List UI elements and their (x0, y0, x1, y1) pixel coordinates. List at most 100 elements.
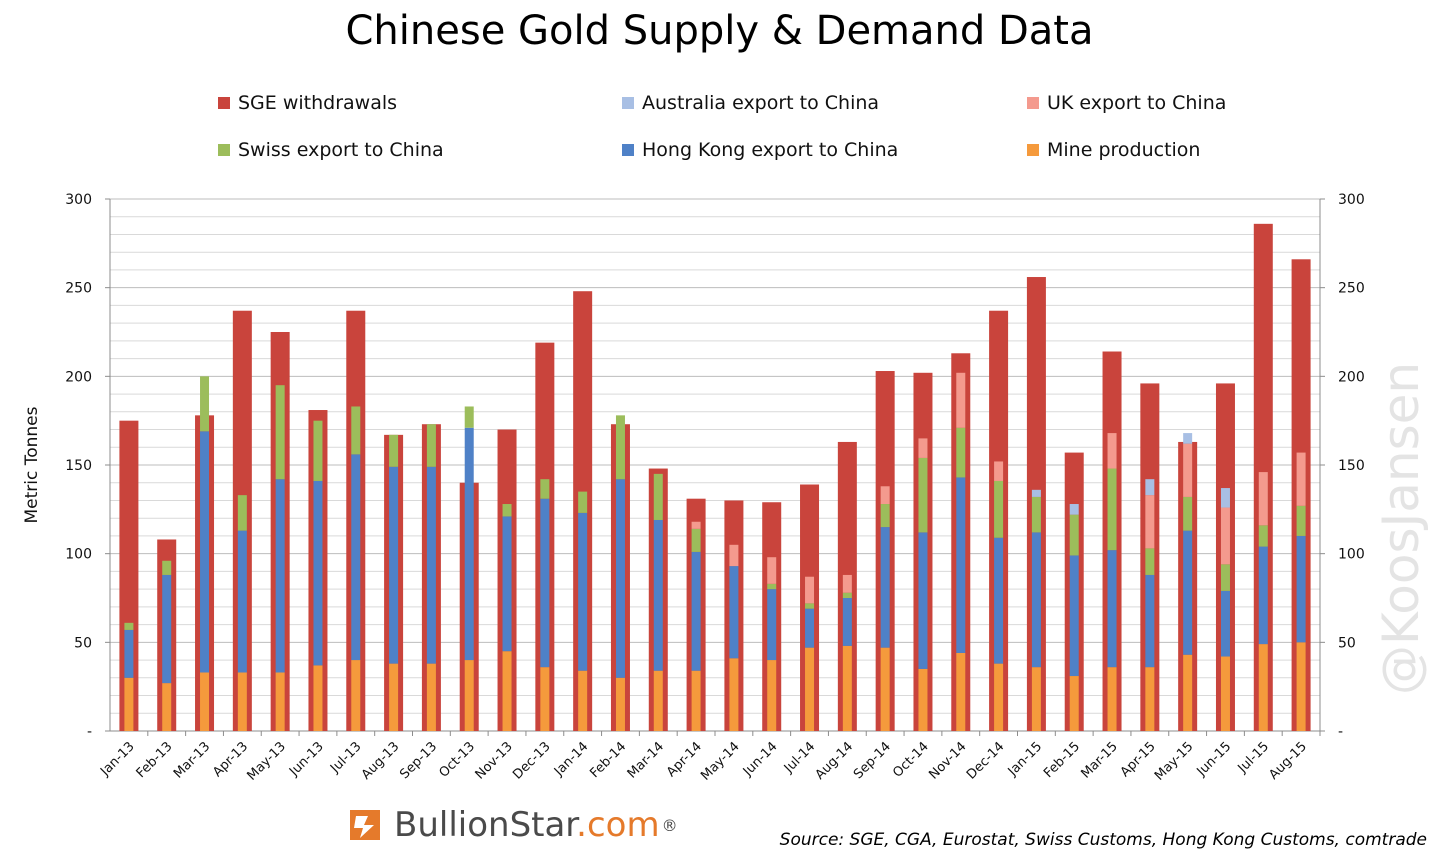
bar-mine-production (1145, 667, 1155, 731)
y-tick-label-right: 150 (1338, 458, 1365, 474)
logo-registered-mark: ® (661, 815, 678, 835)
y-tick-label-right: 50 (1338, 635, 1356, 651)
bar-hong-kong-export-to-china (237, 530, 247, 673)
bar-hong-kong-export-to-china (162, 574, 172, 684)
bar-mine-production (729, 658, 739, 731)
bar-swiss-export-to-china (200, 376, 210, 432)
bar-swiss-export-to-china (1183, 496, 1193, 531)
bar-australia-export-to-china (1183, 433, 1193, 444)
bar-mine-production (351, 660, 361, 731)
bar-swiss-export-to-china (502, 504, 512, 517)
bar-swiss-export-to-china (1107, 468, 1117, 551)
legend-swatch-uk (1027, 97, 1039, 109)
bar-swiss-export-to-china (1145, 548, 1155, 575)
star-logo-icon (350, 810, 380, 840)
bar-mine-production (1031, 667, 1041, 731)
bar-hong-kong-export-to-china (805, 608, 815, 648)
legend-item-hongkong: Hong Kong export to China (622, 139, 898, 161)
x-tick-label: Nov-14 (926, 739, 969, 782)
bar-hong-kong-export-to-china (124, 629, 134, 678)
bar-hong-kong-export-to-china (842, 598, 852, 646)
bar-swiss-export-to-china (313, 420, 323, 481)
y-tick-label-right: - (1338, 724, 1343, 740)
x-tick-label: Feb-15 (1041, 739, 1083, 781)
bar-hong-kong-export-to-china (1258, 546, 1268, 645)
bar-mine-production (275, 672, 285, 731)
x-tick-label: May-13 (245, 739, 289, 783)
x-tick-label: Mar-13 (171, 739, 213, 781)
bar-hong-kong-export-to-china (994, 537, 1004, 664)
bar-hong-kong-export-to-china (615, 479, 625, 678)
bar-swiss-export-to-china (1258, 525, 1268, 547)
bar-uk-export-to-china (994, 461, 1004, 481)
bar-mine-production (162, 683, 172, 731)
bar-mine-production (313, 665, 323, 731)
bar-australia-export-to-china (1031, 489, 1041, 497)
bar-mine-production (1069, 676, 1079, 731)
legend-item-swiss: Swiss export to China (218, 139, 444, 161)
bar-hong-kong-export-to-china (313, 480, 323, 666)
x-tick-label: Jun-14 (740, 739, 781, 780)
bar-swiss-export-to-china (767, 583, 777, 590)
x-tick-label: Mar-15 (1078, 739, 1120, 781)
bar-swiss-export-to-china (956, 427, 966, 478)
bar-mine-production (691, 670, 701, 731)
bar-mine-production (880, 647, 890, 731)
bar-hong-kong-export-to-china (653, 519, 663, 671)
bar-mine-production (653, 670, 663, 731)
bar-mine-production (464, 660, 474, 731)
y-tick-label-left: 300 (65, 192, 92, 208)
bar-mine-production (1220, 656, 1230, 731)
x-tick-label: Jun-15 (1194, 739, 1235, 780)
bar-mine-production (615, 677, 625, 731)
x-tick-label: Sep-14 (851, 739, 894, 782)
x-tick-label: Nov-13 (473, 739, 516, 782)
bar-australia-export-to-china (1069, 504, 1079, 515)
bar-uk-export-to-china (767, 557, 777, 584)
x-tick-label: Feb-13 (134, 739, 176, 781)
bar-swiss-export-to-china (124, 622, 134, 630)
x-tick-label: May-15 (1152, 739, 1196, 783)
bar-uk-export-to-china (1296, 452, 1306, 506)
bar-hong-kong-export-to-china (464, 427, 474, 661)
bar-uk-export-to-china (918, 438, 928, 458)
bar-mine-production (956, 652, 966, 731)
bar-swiss-export-to-china (389, 434, 399, 467)
bar-uk-export-to-china (880, 486, 890, 505)
legend-item-mine: Mine production (1027, 139, 1200, 161)
bar-uk-export-to-china (729, 544, 739, 567)
bar-hong-kong-export-to-china (729, 566, 739, 659)
bar-uk-export-to-china (1220, 507, 1230, 565)
bar-mine-production (200, 672, 210, 731)
legend-label-mine: Mine production (1047, 139, 1201, 161)
bar-swiss-export-to-china (1031, 496, 1041, 533)
legend-label-hongkong: Hong Kong export to China (642, 139, 899, 161)
bar-swiss-export-to-china (691, 528, 701, 552)
x-tick-label: Mar-14 (625, 739, 667, 781)
bar-hong-kong-export-to-china (918, 532, 928, 669)
x-tick-label: Aug-15 (1266, 739, 1310, 783)
bar-uk-export-to-china (842, 574, 852, 593)
bar-hong-kong-export-to-china (1107, 550, 1117, 668)
bar-hong-kong-export-to-china (1145, 574, 1155, 668)
bar-hong-kong-export-to-china (275, 479, 285, 673)
x-tick-label: Oct-14 (890, 739, 932, 781)
bar-sge-withdrawals (119, 420, 139, 731)
bar-mine-production (767, 660, 777, 731)
x-tick-label: Jan-14 (551, 739, 592, 780)
bar-hong-kong-export-to-china (1220, 590, 1230, 657)
bar-swiss-export-to-china (805, 603, 815, 609)
source-note: Source: SGE, CGA, Eurostat, Swiss Custom… (779, 830, 1427, 850)
bar-hong-kong-export-to-china (767, 589, 777, 661)
bar-hong-kong-export-to-china (426, 466, 436, 664)
bar-swiss-export-to-china (1296, 505, 1306, 536)
bar-uk-export-to-china (1107, 433, 1117, 469)
bar-uk-export-to-china (956, 372, 966, 428)
bar-swiss-export-to-china (1069, 514, 1079, 556)
bar-mine-production (1258, 644, 1268, 731)
bar-uk-export-to-china (1145, 495, 1155, 549)
bar-mine-production (918, 668, 928, 731)
bar-mine-production (1107, 667, 1117, 731)
bar-mine-production (578, 670, 588, 731)
